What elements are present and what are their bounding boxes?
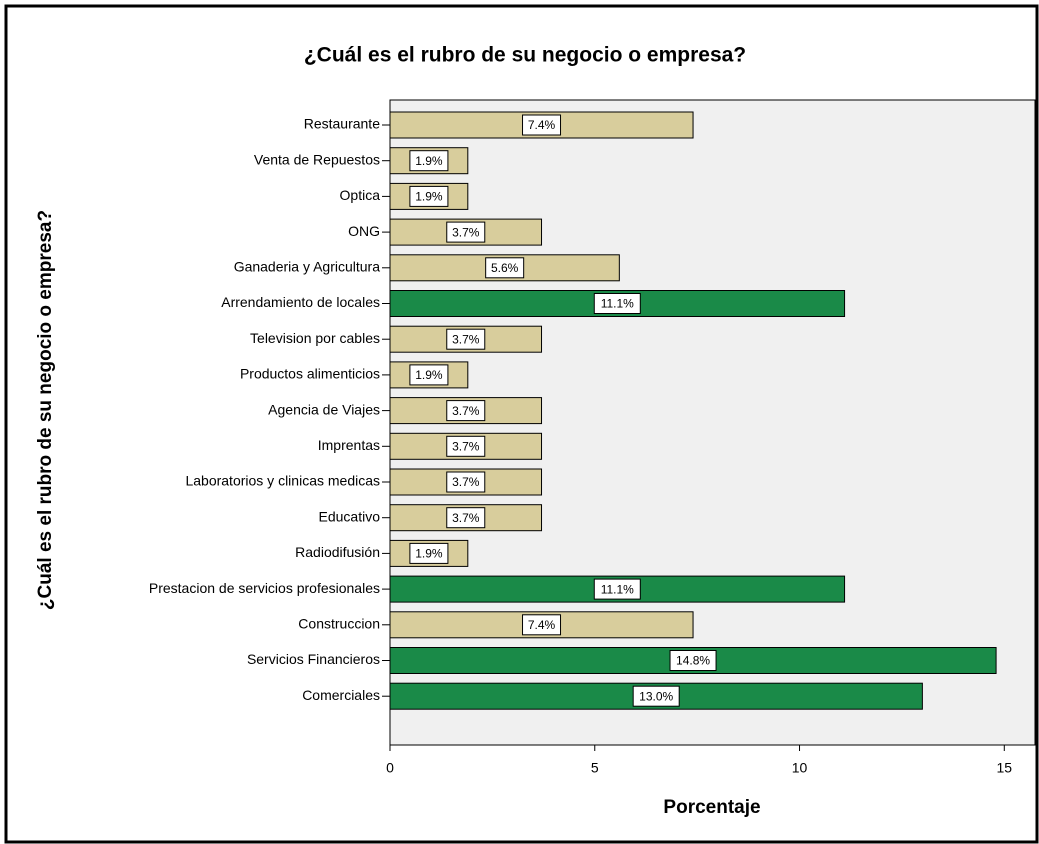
data-label-box xyxy=(446,471,486,493)
x-tick-label: 15 xyxy=(996,760,1012,776)
data-label: 3.7% xyxy=(452,332,480,346)
data-label-box xyxy=(446,328,486,350)
y-tick-label: Ganaderia y Agricultura xyxy=(234,259,381,275)
x-tick-label: 5 xyxy=(591,760,599,776)
data-label-box xyxy=(522,614,562,636)
y-tick-label: Comerciales xyxy=(302,687,380,703)
y-tick-label: Imprentas xyxy=(318,437,380,453)
data-label-box xyxy=(593,578,641,600)
x-tick-label: 0 xyxy=(386,760,394,776)
data-label-box xyxy=(446,400,486,422)
y-tick-label: Educativo xyxy=(319,508,381,524)
y-tick-label: Agencia de Viajes xyxy=(268,401,380,417)
data-label: 11.1% xyxy=(601,297,634,311)
data-label: 5.6% xyxy=(491,261,519,275)
data-label-box xyxy=(485,257,525,279)
y-tick-label: Optica xyxy=(340,187,381,203)
y-axis-label: ¿Cuál es el rubro de su negocio o empres… xyxy=(35,210,56,610)
data-label-box xyxy=(632,685,680,707)
data-label-box xyxy=(409,542,449,564)
y-tick-label: Construccion xyxy=(298,616,380,632)
y-tick-label: Venta de Repuestos xyxy=(254,151,380,167)
x-tick-label: 10 xyxy=(792,760,808,776)
data-label-box xyxy=(446,507,486,529)
data-label: 7.4% xyxy=(528,618,556,632)
data-label: 3.7% xyxy=(452,511,480,525)
y-tick-label: Prestacion de servicios profesionales xyxy=(149,580,380,596)
y-tick-label: Servicios Financieros xyxy=(247,651,380,667)
data-label: 11.1% xyxy=(601,582,634,596)
data-label-box xyxy=(409,150,449,172)
data-label-box xyxy=(409,364,449,386)
data-label: 3.7% xyxy=(452,225,480,239)
data-label: 13.0% xyxy=(639,689,673,703)
data-label-box xyxy=(669,650,717,671)
data-label: 1.9% xyxy=(415,368,443,382)
y-tick-label: ONG xyxy=(348,223,380,239)
data-label: 1.9% xyxy=(415,190,443,204)
data-label: 1.9% xyxy=(415,547,443,561)
chart-title: ¿Cuál es el rubro de su negocio o empres… xyxy=(304,44,746,67)
x-axis-label: Porcentaje xyxy=(663,797,760,818)
y-tick-label: Laboratorios y clinicas medicas xyxy=(185,473,380,489)
data-label-box xyxy=(446,221,486,243)
y-tick-label: Productos alimenticios xyxy=(240,366,380,382)
y-tick-label: Restaurante xyxy=(304,116,380,132)
data-label-box xyxy=(409,185,449,207)
data-label: 3.7% xyxy=(452,439,480,453)
data-label-box xyxy=(522,114,562,136)
data-label-box xyxy=(446,435,486,457)
data-label: 3.7% xyxy=(452,404,480,418)
data-label: 3.7% xyxy=(452,475,480,489)
y-tick-label: Television por cables xyxy=(250,330,380,346)
data-label-box xyxy=(593,293,641,314)
data-label: 7.4% xyxy=(528,118,556,132)
data-label: 14.8% xyxy=(676,654,710,668)
y-tick-label: Arrendamiento de locales xyxy=(221,294,380,310)
data-label: 1.9% xyxy=(415,154,443,168)
y-tick-label: Radiodifusión xyxy=(295,544,380,560)
